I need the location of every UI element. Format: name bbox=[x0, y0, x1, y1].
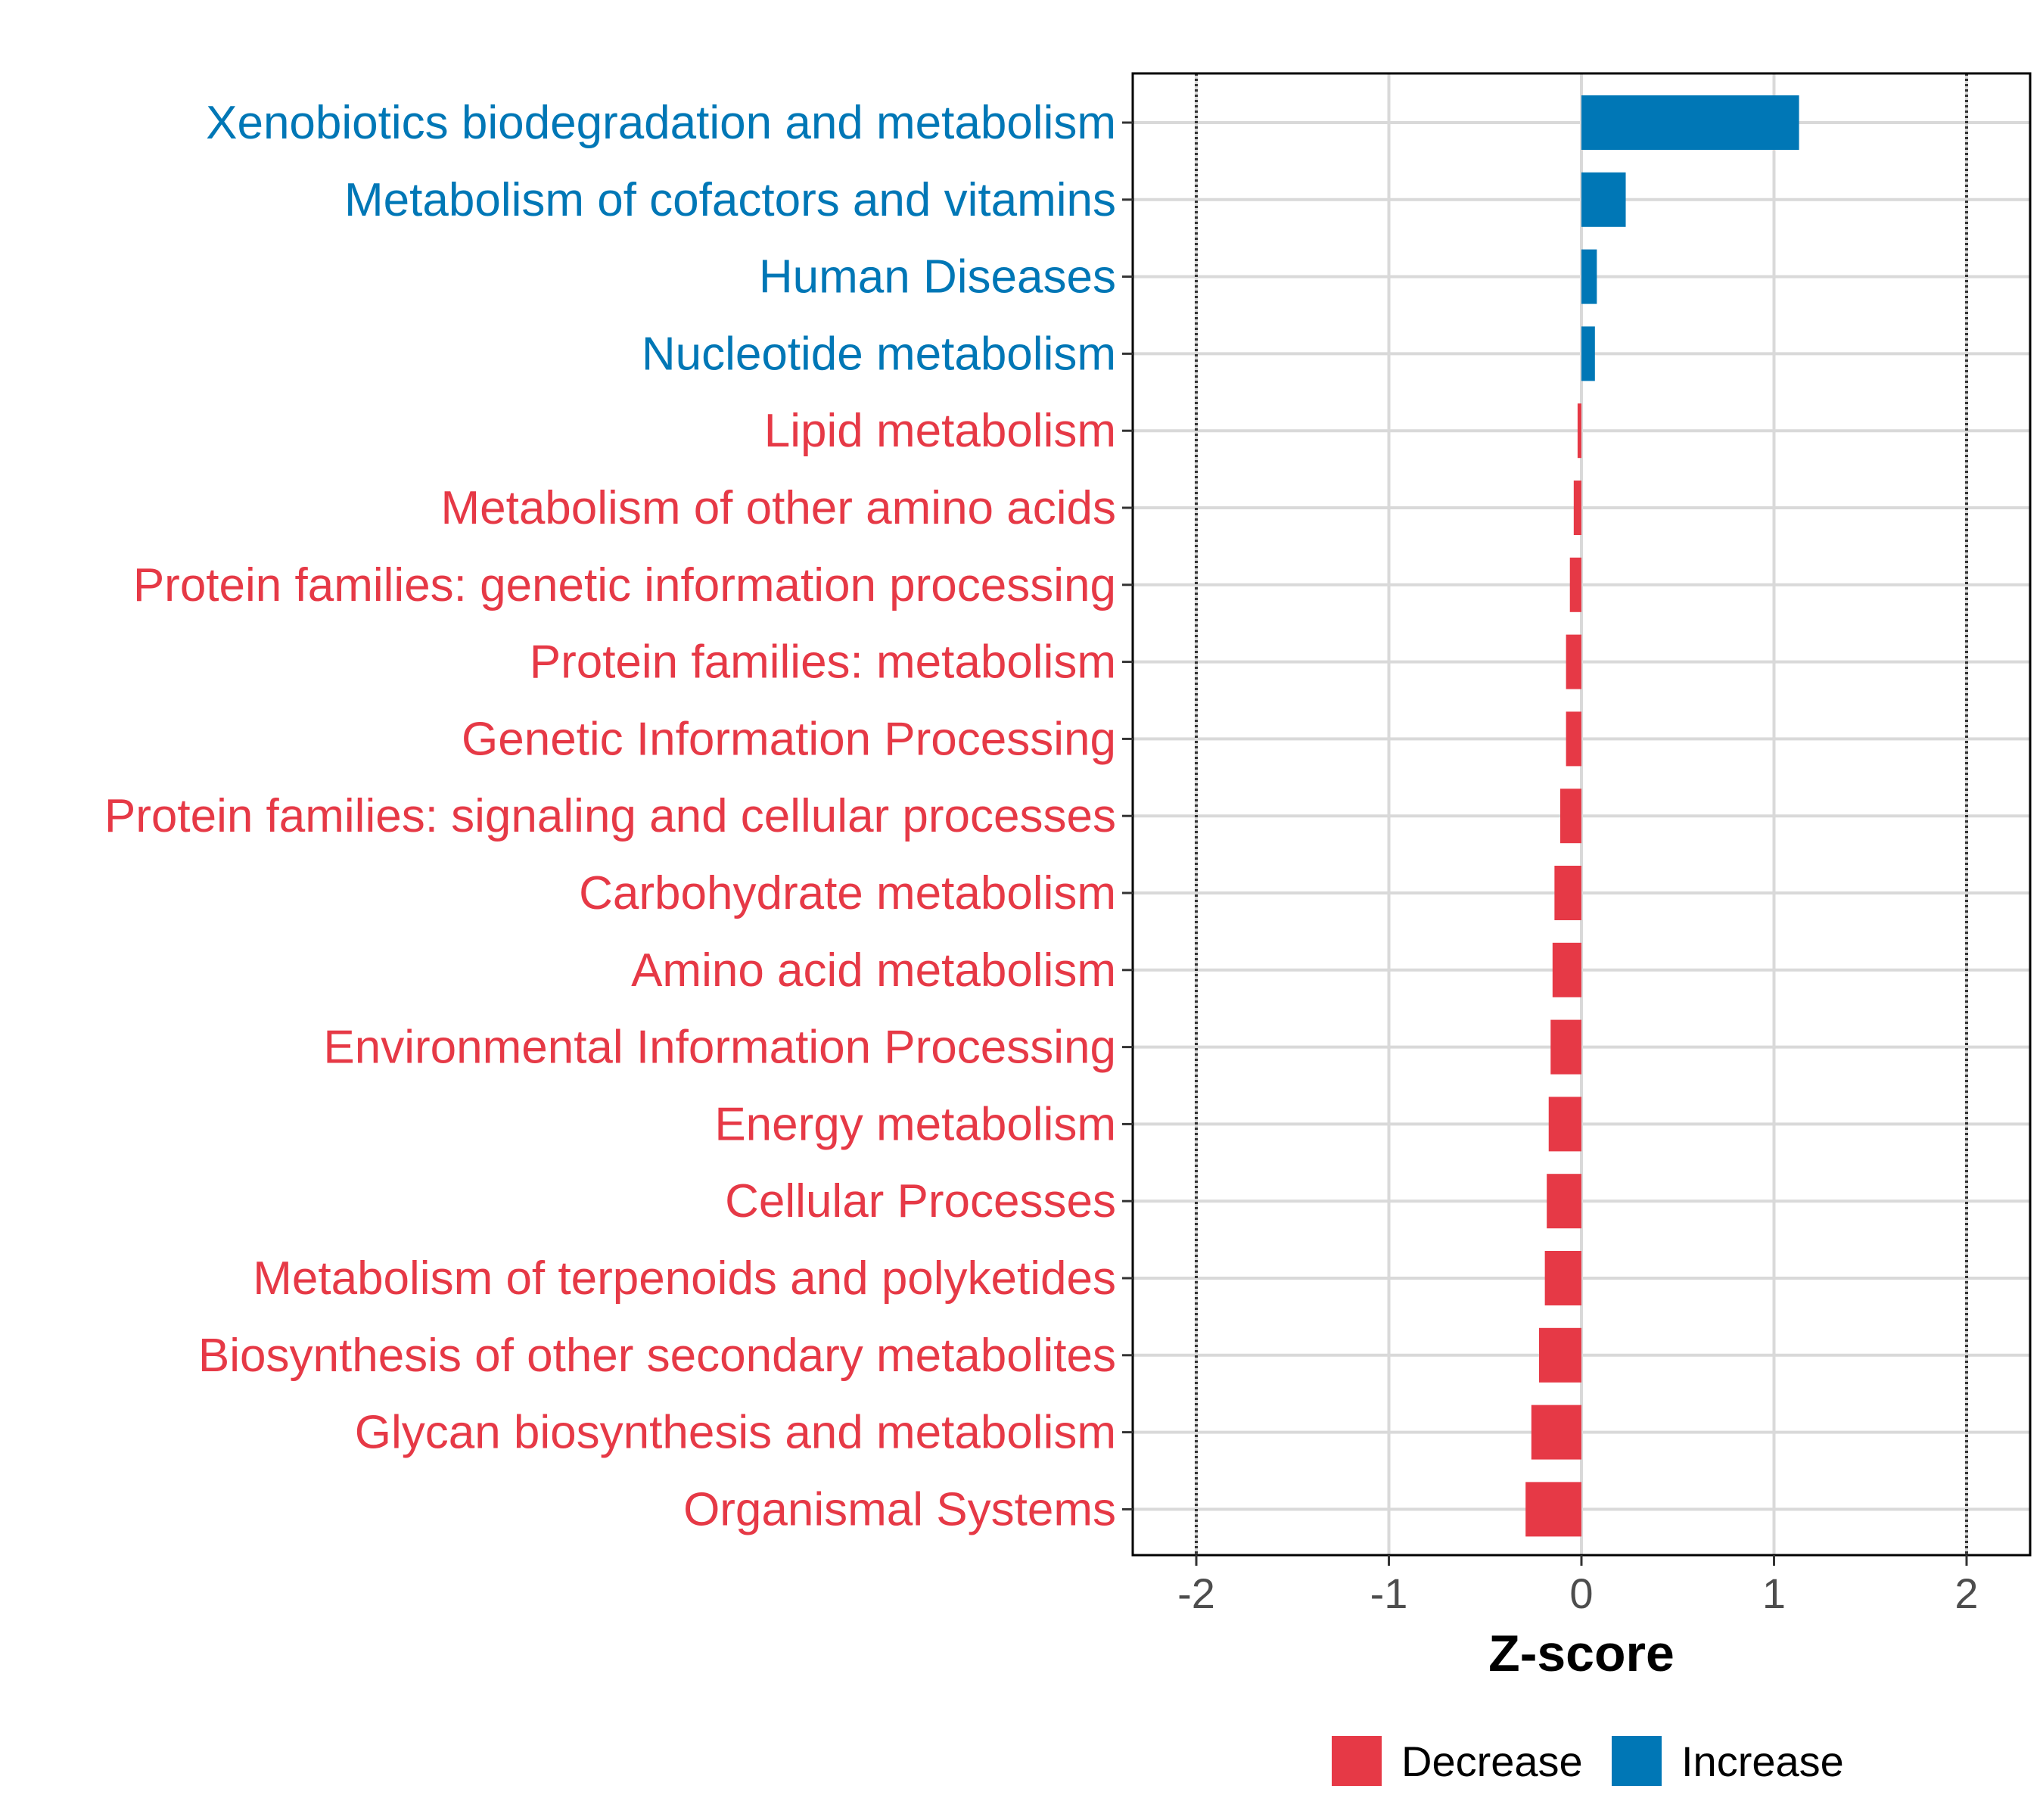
bars bbox=[1525, 95, 1799, 1537]
x-tick-label--2: -2 bbox=[1177, 1570, 1215, 1617]
bar-organismal-systems bbox=[1525, 1482, 1581, 1537]
category-label-xenobiotics-biodegradation-and-metabolism: Xenobiotics biodegradation and metabolis… bbox=[206, 97, 1116, 149]
bar-environmental-information-processing bbox=[1550, 1019, 1581, 1075]
category-label-energy-metabolism: Energy metabolism bbox=[714, 1098, 1116, 1150]
x-tick-label-0: 0 bbox=[1569, 1570, 1593, 1617]
category-label-environmental-information-processing: Environmental Information Processing bbox=[323, 1022, 1116, 1074]
category-label-human-diseases: Human Diseases bbox=[759, 251, 1116, 303]
category-label-protein-families-signaling-and-cellular-processes: Protein families: signaling and cellular… bbox=[104, 790, 1116, 842]
bar-protein-families-signaling-and-cellular-processes bbox=[1560, 789, 1581, 844]
legend-label-decrease: Decrease bbox=[1401, 1738, 1583, 1785]
x-tick-label-1: 1 bbox=[1762, 1570, 1786, 1617]
bar-metabolism-of-other-amino-acids bbox=[1573, 481, 1581, 535]
bar-glycan-biosynthesis-and-metabolism bbox=[1531, 1405, 1581, 1460]
legend-label-increase: Increase bbox=[1681, 1738, 1844, 1785]
category-label-cellular-processes: Cellular Processes bbox=[725, 1175, 1116, 1227]
x-axis-title: Z-score bbox=[1488, 1625, 1675, 1682]
category-label-nucleotide-metabolism: Nucleotide metabolism bbox=[642, 328, 1116, 380]
y-axis-ticks bbox=[1122, 121, 1133, 1510]
reference-lines bbox=[1194, 73, 1969, 1555]
category-label-protein-families-metabolism: Protein families: metabolism bbox=[530, 636, 1116, 689]
legend-swatch-increase bbox=[1612, 1736, 1662, 1786]
category-label-metabolism-of-cofactors-and-vitamins: Metabolism of cofactors and vitamins bbox=[344, 174, 1116, 226]
bar-lipid-metabolism bbox=[1577, 403, 1581, 459]
bar-metabolism-of-terpenoids-and-polyketides bbox=[1544, 1251, 1581, 1305]
bar-nucleotide-metabolism bbox=[1581, 326, 1595, 381]
legend: Decrease Increase bbox=[1332, 1736, 1844, 1786]
bar-cellular-processes bbox=[1547, 1174, 1581, 1229]
bar-human-diseases bbox=[1581, 249, 1597, 304]
category-label-organismal-systems: Organismal Systems bbox=[683, 1483, 1116, 1535]
category-label-protein-families-genetic-information-processing: Protein families: genetic information pr… bbox=[133, 559, 1116, 611]
bar-protein-families-genetic-information-processing bbox=[1569, 557, 1581, 612]
category-label-lipid-metabolism: Lipid metabolism bbox=[764, 405, 1116, 457]
category-label-genetic-information-processing: Genetic Information Processing bbox=[462, 713, 1116, 765]
y-axis-labels: Xenobiotics biodegradation and metabolis… bbox=[104, 97, 1116, 1535]
category-label-metabolism-of-terpenoids-and-polyketides: Metabolism of terpenoids and polyketides bbox=[253, 1252, 1116, 1305]
x-axis-ticks bbox=[1195, 1555, 1968, 1566]
x-tick-label-2: 2 bbox=[1954, 1570, 1978, 1617]
bar-genetic-information-processing bbox=[1566, 711, 1581, 767]
x-axis-tick-labels: -2 -1 0 1 2 bbox=[1177, 1570, 1979, 1617]
bar-biosynthesis-of-other-secondary-metabolites bbox=[1539, 1327, 1581, 1383]
bar-carbohydrate-metabolism bbox=[1554, 866, 1581, 920]
category-label-carbohydrate-metabolism: Carbohydrate metabolism bbox=[579, 867, 1116, 919]
category-label-glycan-biosynthesis-and-metabolism: Glycan biosynthesis and metabolism bbox=[355, 1407, 1116, 1459]
bar-energy-metabolism bbox=[1548, 1097, 1581, 1152]
category-label-biosynthesis-of-other-secondary-metabolites: Biosynthesis of other secondary metaboli… bbox=[198, 1330, 1116, 1382]
bar-xenobiotics-biodegradation-and-metabolism bbox=[1581, 95, 1799, 150]
bar-metabolism-of-cofactors-and-vitamins bbox=[1581, 172, 1626, 227]
category-label-amino-acid-metabolism: Amino acid metabolism bbox=[631, 944, 1116, 997]
bar-protein-families-metabolism bbox=[1566, 634, 1581, 689]
bar-amino-acid-metabolism bbox=[1552, 942, 1581, 997]
x-tick-label--1: -1 bbox=[1370, 1570, 1408, 1617]
legend-swatch-decrease bbox=[1332, 1736, 1382, 1786]
category-label-metabolism-of-other-amino-acids: Metabolism of other amino acids bbox=[440, 482, 1116, 534]
